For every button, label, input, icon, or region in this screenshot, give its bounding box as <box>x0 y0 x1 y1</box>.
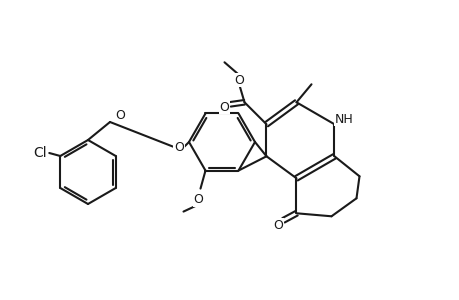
Text: NH: NH <box>335 113 353 126</box>
Text: O: O <box>219 101 229 114</box>
Text: O: O <box>193 193 203 206</box>
Text: O: O <box>115 109 125 122</box>
Text: O: O <box>273 219 283 232</box>
Text: Cl: Cl <box>34 146 47 160</box>
Text: O: O <box>174 140 184 154</box>
Text: O: O <box>234 74 244 87</box>
